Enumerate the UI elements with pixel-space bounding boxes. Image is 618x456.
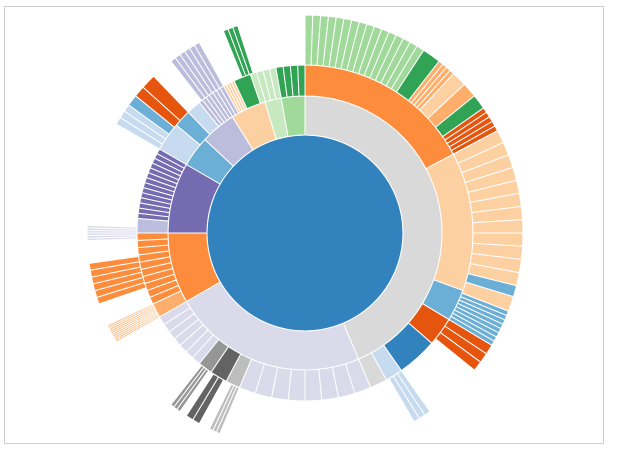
sunburst-arc-ring3-24-2 xyxy=(232,25,254,76)
sunburst-arc-ring3-22 xyxy=(142,75,190,122)
sunburst-arc-ring3-11-2 xyxy=(434,331,482,371)
sunburst-chart xyxy=(86,14,524,435)
sunburst-arc-ring3-13-2 xyxy=(208,383,235,432)
sunburst-arc-ring2-13-9 xyxy=(136,232,169,241)
sunburst-arc-ring3-23-5 xyxy=(193,41,225,89)
sunburst-arc-ring2-7-3 xyxy=(304,368,323,402)
chart-frame xyxy=(4,6,604,444)
sunburst-arc-ring3-14-1 xyxy=(185,373,220,421)
sunburst-arc-ring3-16-9 xyxy=(106,303,155,328)
sunburst-arc-ring3-12-2 xyxy=(388,375,421,423)
sunburst-rings xyxy=(86,14,524,435)
sunburst-arc-ring3-18-5 xyxy=(86,224,138,230)
sunburst-arc-ring2-23-3 xyxy=(297,64,306,97)
sunburst-root xyxy=(206,134,404,332)
sunburst-arc-ring3-15-2 xyxy=(170,364,205,408)
sunburst-arc-ring3-17-5 xyxy=(88,255,141,271)
